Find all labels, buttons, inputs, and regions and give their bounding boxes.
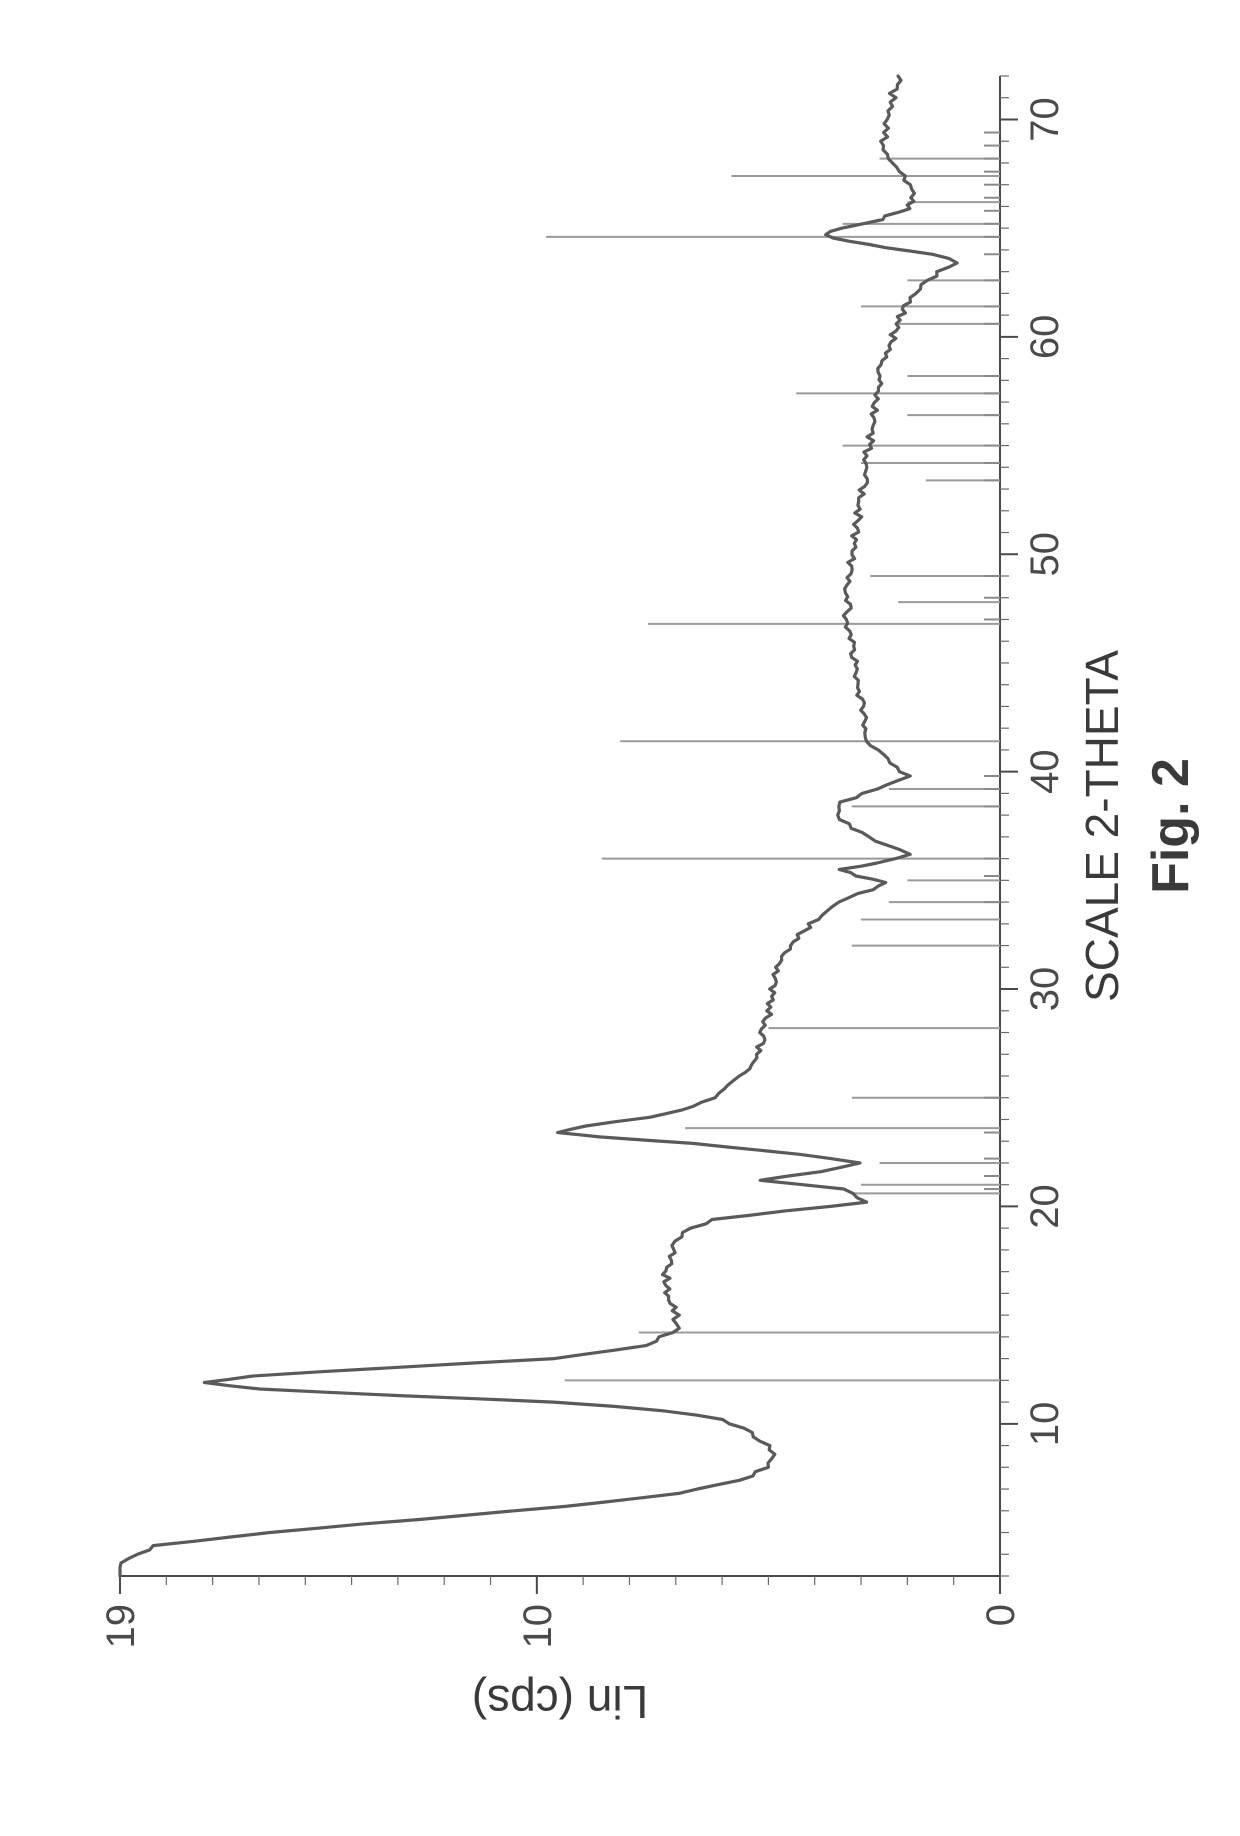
x-tick-label: 70	[1023, 97, 1067, 142]
reference-ticks	[984, 133, 1000, 1190]
x-axis-title: SCALE 2-THETA	[1076, 650, 1128, 1002]
xrd-trace	[120, 76, 957, 1576]
x-tick-label: 20	[1023, 1184, 1067, 1229]
y-tick-label: 0	[979, 1604, 1023, 1626]
x-axis: 10 20 30 40 50 60 70 SCALE 2-THETA	[1000, 76, 1128, 1576]
y-tick-label: 19	[99, 1604, 143, 1649]
reference-lines	[546, 159, 1000, 1381]
y-axis: 0 10 19 Lin (cps)	[99, 1576, 1023, 1728]
x-tick-label: 50	[1023, 532, 1067, 577]
plot-area	[120, 76, 1000, 1576]
figure-caption-text: Fig. 2	[1142, 758, 1200, 894]
x-tick-label: 60	[1023, 315, 1067, 360]
x-tick-label: 10	[1023, 1402, 1067, 1447]
y-axis-title: Lin (cps)	[472, 1676, 648, 1728]
x-tick-label: 40	[1023, 749, 1067, 794]
y-tick-label: 10	[516, 1604, 560, 1649]
x-tick-label: 30	[1023, 967, 1067, 1012]
